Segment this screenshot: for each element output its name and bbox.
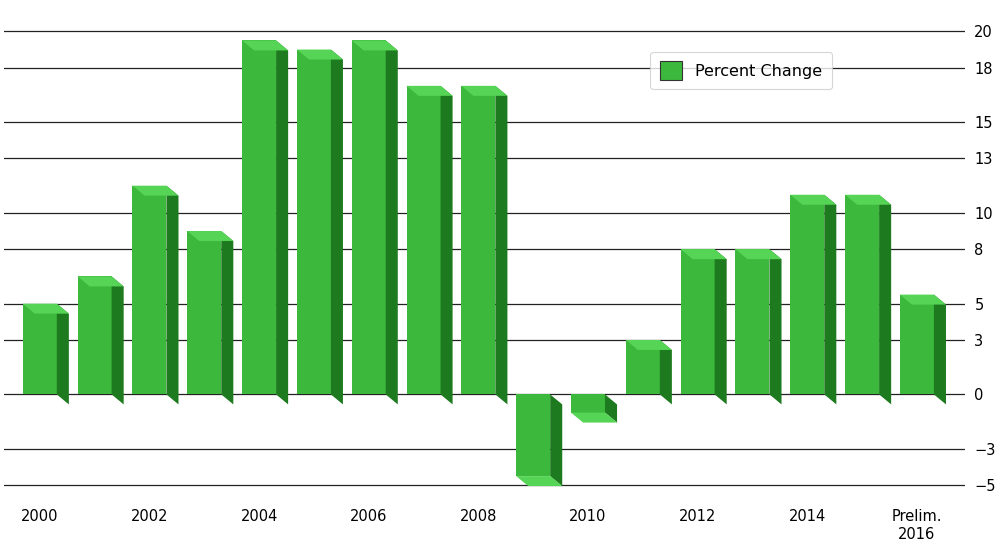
- Polygon shape: [845, 195, 879, 394]
- Polygon shape: [900, 295, 934, 394]
- Polygon shape: [297, 50, 343, 60]
- Polygon shape: [166, 186, 178, 405]
- Polygon shape: [934, 295, 946, 405]
- Polygon shape: [790, 195, 836, 205]
- Polygon shape: [550, 394, 562, 486]
- Polygon shape: [879, 195, 891, 405]
- Polygon shape: [386, 40, 398, 405]
- Polygon shape: [824, 195, 836, 405]
- Polygon shape: [407, 86, 453, 96]
- Polygon shape: [23, 304, 69, 313]
- Polygon shape: [571, 413, 617, 423]
- Polygon shape: [132, 186, 178, 195]
- Polygon shape: [735, 249, 769, 394]
- Polygon shape: [626, 340, 672, 350]
- Polygon shape: [57, 304, 69, 405]
- Polygon shape: [461, 86, 495, 394]
- Polygon shape: [297, 50, 331, 394]
- Polygon shape: [187, 231, 221, 394]
- Polygon shape: [516, 394, 550, 476]
- Polygon shape: [23, 304, 57, 394]
- Polygon shape: [461, 86, 507, 96]
- Polygon shape: [78, 276, 112, 394]
- Polygon shape: [132, 186, 166, 394]
- Polygon shape: [331, 50, 343, 405]
- Polygon shape: [352, 40, 386, 394]
- Polygon shape: [790, 195, 824, 394]
- Polygon shape: [769, 249, 782, 405]
- Polygon shape: [660, 340, 672, 405]
- Polygon shape: [242, 40, 288, 50]
- Polygon shape: [352, 40, 398, 50]
- Polygon shape: [571, 394, 605, 413]
- Polygon shape: [735, 249, 782, 259]
- Polygon shape: [681, 249, 727, 259]
- Polygon shape: [605, 394, 617, 423]
- Legend: Percent Change: Percent Change: [650, 52, 832, 90]
- Polygon shape: [187, 231, 233, 241]
- Polygon shape: [407, 86, 441, 394]
- Polygon shape: [495, 86, 507, 405]
- Polygon shape: [78, 276, 124, 287]
- Polygon shape: [516, 476, 562, 486]
- Polygon shape: [845, 195, 891, 205]
- Polygon shape: [626, 340, 660, 394]
- Polygon shape: [276, 40, 288, 405]
- Polygon shape: [900, 295, 946, 305]
- Polygon shape: [242, 40, 276, 394]
- Polygon shape: [441, 86, 453, 405]
- Polygon shape: [715, 249, 727, 405]
- Polygon shape: [112, 276, 124, 405]
- Polygon shape: [221, 231, 233, 405]
- Polygon shape: [681, 249, 715, 394]
